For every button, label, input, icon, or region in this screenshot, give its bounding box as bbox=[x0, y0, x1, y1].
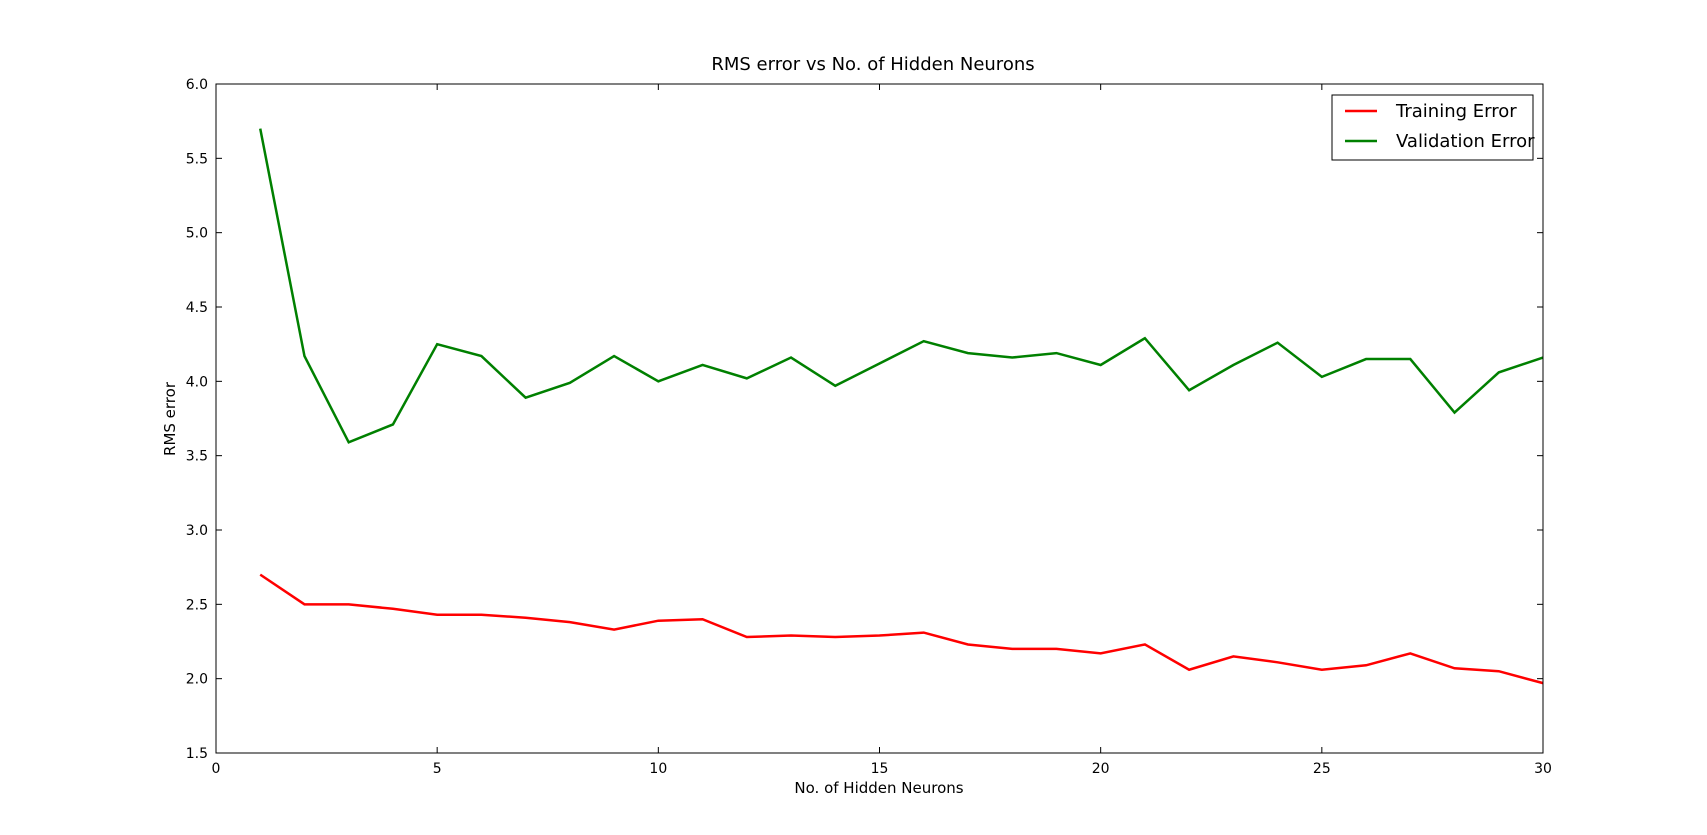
y-tick-label: 2.5 bbox=[186, 597, 208, 613]
validation-error-line bbox=[259, 128, 1544, 444]
training-error-line bbox=[259, 573, 1544, 685]
legend-box bbox=[1331, 94, 1534, 161]
x-axis-label: No. of Hidden Neurons bbox=[794, 779, 963, 797]
y-tick-label: 3.0 bbox=[186, 523, 208, 539]
y-tick-label: 5.0 bbox=[186, 226, 208, 242]
training-error-legend-label: Training Error bbox=[1395, 101, 1517, 122]
x-tick-label: 10 bbox=[649, 761, 667, 777]
y-tick-label: 2.0 bbox=[186, 672, 208, 688]
x-tick-label: 15 bbox=[871, 761, 889, 777]
plot-area-frame bbox=[215, 83, 1544, 754]
x-tick-label: 20 bbox=[1092, 761, 1110, 777]
y-tick-label: 6.0 bbox=[186, 77, 208, 93]
x-tick-label: 25 bbox=[1313, 761, 1331, 777]
series-lines bbox=[259, 128, 1544, 685]
axis-ticks: 0 5 10 15 20 25 30 1.5 2.0 2.5 3.0 3.5 4.0 4.5 5.0 5.5 6… bbox=[186, 77, 1552, 777]
x-tick-label: 5 bbox=[433, 761, 442, 777]
y-tick-label: 5.5 bbox=[186, 151, 208, 167]
legend: Training Error Validation Error bbox=[1331, 94, 1535, 161]
y-tick-label: 1.5 bbox=[186, 746, 208, 762]
y-tick-label: 4.5 bbox=[186, 300, 208, 316]
y-tick-label: 3.5 bbox=[186, 449, 208, 465]
x-tick-label: 30 bbox=[1534, 761, 1552, 777]
chart-title: RMS error vs No. of Hidden Neurons bbox=[711, 54, 1034, 75]
validation-error-legend-label: Validation Error bbox=[1396, 131, 1535, 152]
y-axis-label: RMS error bbox=[161, 381, 179, 456]
x-tick-label: 0 bbox=[212, 761, 221, 777]
y-tick-label: 4.0 bbox=[186, 374, 208, 390]
